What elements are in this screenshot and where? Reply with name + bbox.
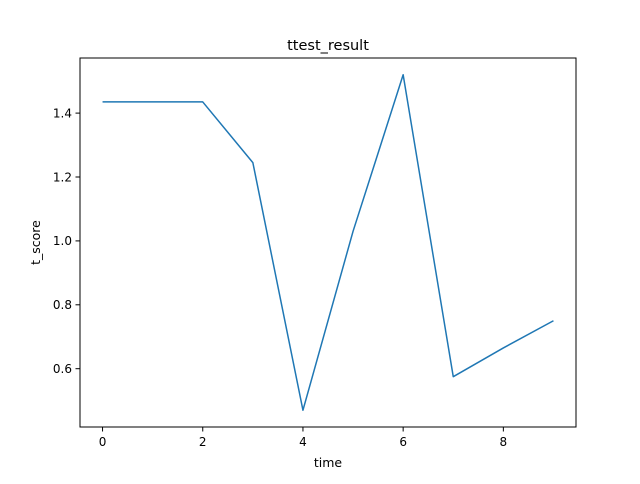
y-tick-label: 1.4 — [53, 106, 72, 120]
x-axis-ticks: 0 2 4 6 8 — [99, 427, 507, 449]
series-layer — [102, 74, 554, 411]
plot-area — [80, 58, 576, 427]
y-axis-ticks: 0.6 0.8 1.0 1.2 1.4 — [53, 106, 80, 376]
x-tick-label: 2 — [199, 435, 207, 449]
x-axis-label: time — [314, 455, 343, 470]
axes-frame — [79, 57, 577, 428]
chart-title: ttest_result — [287, 38, 369, 54]
y-axis-label: t_score — [28, 220, 43, 265]
y-tick-label: 0.6 — [53, 362, 72, 376]
y-tick-label: 1.2 — [53, 170, 72, 184]
x-tick-label: 0 — [99, 435, 107, 449]
x-tick-label: 8 — [500, 435, 508, 449]
x-tick-label: 4 — [299, 435, 307, 449]
x-tick-label: 6 — [399, 435, 407, 449]
series-line-0 — [102, 74, 554, 411]
y-tick-label: 1.0 — [53, 234, 72, 248]
y-tick-label: 0.8 — [53, 298, 72, 312]
